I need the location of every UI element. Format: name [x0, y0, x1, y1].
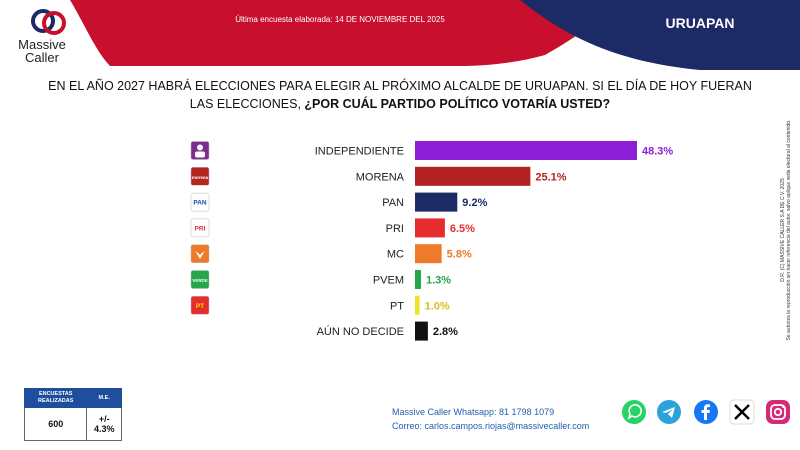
- header-band: [70, 0, 800, 70]
- category-label: MC: [387, 249, 404, 261]
- stats-table: ENCUESTAS REALIZADAS M.E. 600 +/- 4.3%: [23, 388, 122, 441]
- pri-icon: PRI: [190, 218, 210, 238]
- whatsapp-contact: Massive Caller Whatsapp: 81 1798 1079: [392, 407, 555, 417]
- independiente-icon: [190, 141, 210, 160]
- bar: [415, 244, 442, 264]
- svg-text:PT: PT: [196, 303, 204, 310]
- value-label: 6.5%: [450, 223, 475, 235]
- vertical-disclaimer: D.R. (C) MASSIVE CALLER S.A DE C.V. 2025…: [780, 90, 794, 370]
- reproduction-line: Se autoriza la reproducción sin hacer re…: [786, 119, 792, 341]
- brand-line2: Caller: [25, 50, 59, 65]
- city-label: URUAPAN: [665, 15, 735, 31]
- pan-icon: PAN: [190, 192, 210, 212]
- instagram-icon[interactable]: [764, 398, 792, 426]
- whatsapp-icon[interactable]: [620, 398, 648, 426]
- category-label: PAN: [382, 197, 404, 209]
- bar: [415, 270, 421, 289]
- morena-icon: morena: [190, 167, 210, 186]
- bar: [415, 295, 420, 315]
- question-part2: ¿POR CUÁL PARTIDO POLÍTICO VOTARÍA USTED…: [304, 97, 611, 111]
- surveys-header: ENCUESTAS REALIZADAS: [23, 388, 88, 408]
- question-text: EN EL AÑO 2027 HABRÁ ELECCIONES PARA ELE…: [40, 77, 760, 113]
- brand-line1: Massive: [18, 37, 66, 52]
- facebook-icon[interactable]: [692, 398, 720, 426]
- value-label: 48.3%: [642, 146, 673, 158]
- contact-info: Massive Caller Whatsapp: 81 1798 1079 Co…: [392, 405, 622, 433]
- category-label: PT: [390, 300, 404, 312]
- margin-header: M.E.: [86, 388, 122, 408]
- header-red-wave: [70, 0, 620, 66]
- category-label: AÚN NO DECIDE: [317, 325, 404, 338]
- category-label: PRI: [386, 223, 404, 235]
- category-label: INDEPENDIENTE: [315, 146, 404, 158]
- category-label: PVEM: [373, 275, 404, 287]
- bar: [415, 141, 637, 160]
- svg-text:morena: morena: [192, 175, 209, 180]
- value-label: 25.1%: [535, 171, 566, 183]
- email-contact: Correo: carlos.campos.riojas@massivecall…: [392, 419, 622, 433]
- bar-chart: INDEPENDIENTE 48.3% morena MORENA 25.1% PAN PA…: [190, 141, 673, 341]
- email-link[interactable]: carlos.campos.riojas@massivecaller.com: [424, 421, 590, 431]
- mc-icon: [190, 244, 210, 263]
- header-navy-wave: [520, 0, 800, 70]
- vertical-disclaimer-text: D.R. (C) MASSIVE CALLER S.A DE C.V. 2025…: [780, 90, 792, 370]
- value-label: 9.2%: [462, 197, 487, 209]
- survey-date: Última encuesta elaborada: 14 DE NOVIEMB…: [235, 15, 445, 24]
- email-label: Correo:: [392, 421, 425, 431]
- category-label: MORENA: [356, 171, 405, 183]
- question-part1: EN EL AÑO 2027 HABRÁ ELECCIONES PARA ELE…: [48, 79, 752, 111]
- x-icon[interactable]: [728, 398, 756, 426]
- logo-icon: [31, 9, 66, 35]
- brand-name: Massive Caller: [10, 38, 74, 64]
- bar: [415, 218, 445, 238]
- svg-text:VERDE: VERDE: [192, 278, 208, 283]
- value-label: 2.8%: [433, 326, 458, 338]
- surveys-value: 600: [23, 407, 88, 441]
- value-label: 5.8%: [447, 249, 472, 261]
- telegram-icon[interactable]: [655, 398, 683, 426]
- bar: [415, 192, 458, 212]
- svg-text:PAN: PAN: [193, 200, 207, 207]
- bar: [415, 321, 428, 341]
- bar: [415, 166, 531, 186]
- svg-text:PRI: PRI: [195, 225, 206, 232]
- value-label: 1.3%: [426, 275, 451, 287]
- pt-icon: PT: [190, 296, 210, 315]
- value-label: 1.0%: [425, 300, 450, 312]
- margin-value: +/- 4.3%: [86, 407, 122, 441]
- pvem-icon: VERDE: [190, 270, 210, 289]
